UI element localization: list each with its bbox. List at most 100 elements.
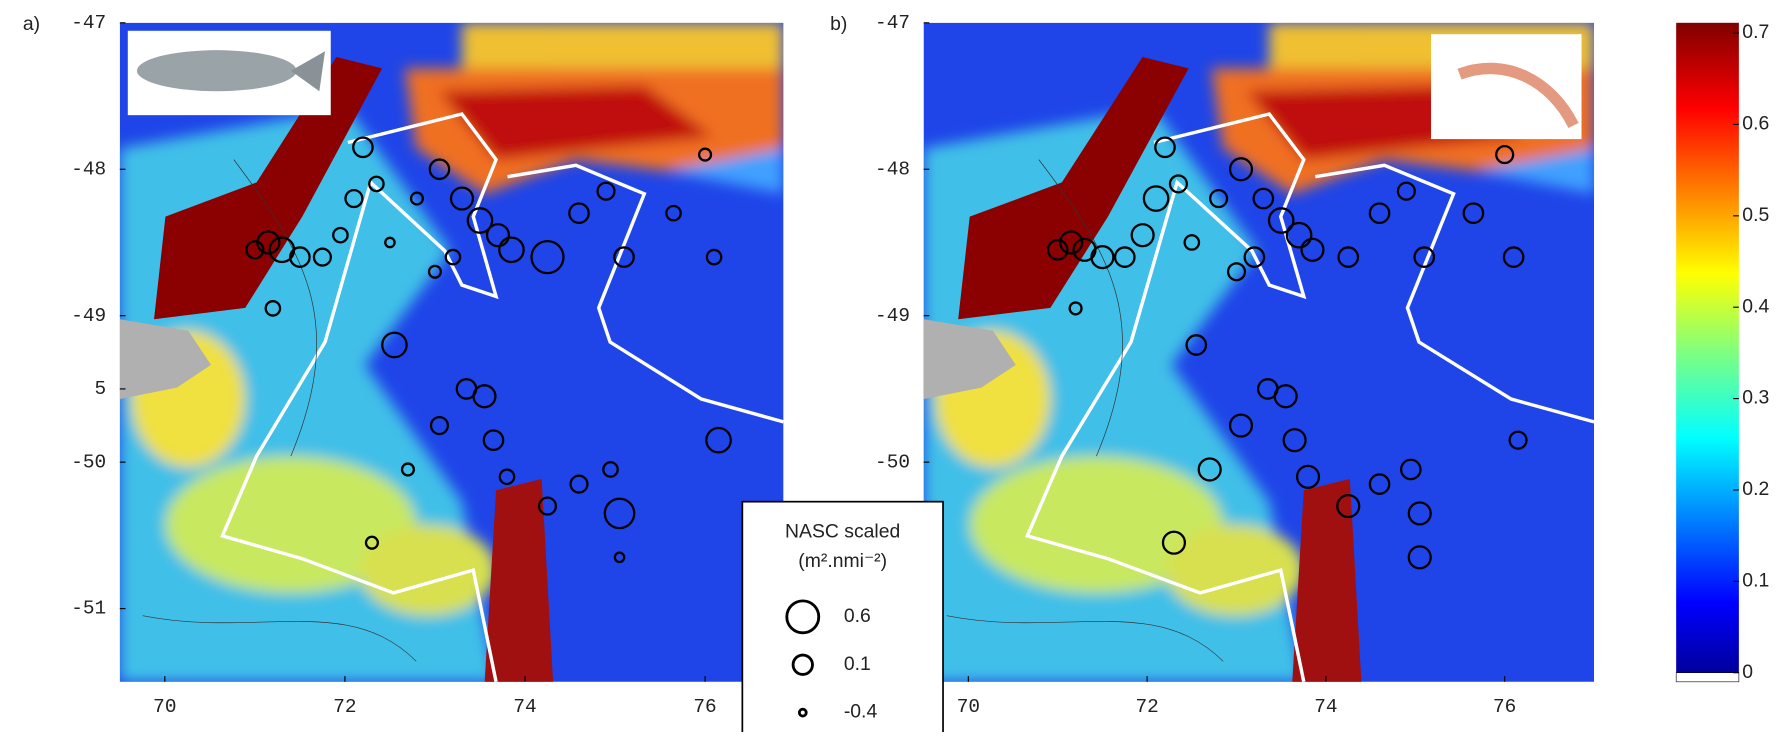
nasc-circle	[568, 202, 590, 225]
nasc-circle	[368, 175, 385, 193]
nasc-circle	[332, 226, 349, 244]
x-tick-label: 70	[153, 696, 176, 718]
y-tick-label: -50	[875, 451, 910, 473]
nasc-circle	[1267, 207, 1295, 234]
y-tick-label: -47	[875, 12, 910, 34]
y-tick-label: -47	[71, 12, 106, 34]
krill-body	[1457, 62, 1579, 129]
nasc-circle	[613, 551, 626, 564]
y-tick-label: -48	[71, 158, 106, 180]
nasc-circle	[1197, 457, 1222, 482]
nasc-circle	[596, 181, 616, 201]
y-tick-label: -49	[71, 305, 106, 327]
nasc-circle	[705, 426, 732, 454]
nasc-circle	[264, 300, 282, 317]
nasc-circle	[1226, 262, 1247, 282]
nasc-circle	[1142, 185, 1170, 212]
nasc-circle	[485, 223, 511, 248]
x-tick-label: 76	[1493, 696, 1516, 718]
nasc-circle	[444, 248, 462, 266]
panel-label: b)	[830, 13, 847, 35]
krill-image	[1431, 34, 1582, 140]
legend-label: 0.1	[844, 653, 871, 675]
colorbar-tick-label: 0.7	[1742, 21, 1769, 43]
x-tick-label: 74	[513, 696, 536, 718]
nasc-circle	[1183, 234, 1201, 251]
colorbar-tick-label: 0.2	[1742, 478, 1769, 500]
nasc-circle	[1228, 157, 1254, 182]
nasc-circle	[1495, 145, 1515, 165]
colorbar-tick-label: 0.1	[1742, 569, 1769, 591]
nasc-circle	[1285, 221, 1313, 249]
nasc-circle	[1295, 464, 1321, 489]
nasc-circle	[428, 158, 451, 181]
nasc-circle	[1368, 473, 1391, 495]
nasc-circle	[472, 384, 497, 409]
y-tick-label: 5	[94, 378, 106, 400]
x-tick-label: 74	[1314, 696, 1337, 718]
nasc-circle	[1130, 223, 1155, 248]
nasc-circle	[466, 207, 494, 234]
nasc-circle	[697, 147, 713, 162]
nasc-circle	[1337, 246, 1360, 268]
nasc-circle	[1209, 188, 1229, 209]
nasc-circle	[429, 415, 450, 436]
colorbar-tick-label: 0	[1742, 661, 1753, 683]
y-tick-label: -48	[875, 158, 910, 180]
nasc-circle	[1059, 230, 1084, 255]
nasc-circle	[400, 462, 416, 477]
nasc-circle	[1508, 430, 1528, 450]
nasc-circle	[1462, 202, 1485, 225]
colorbar-tick-label: 0.6	[1742, 113, 1769, 135]
colorbar-tick-label: 0.4	[1742, 295, 1769, 317]
nasc-circle	[665, 204, 682, 222]
nasc-circle	[1068, 301, 1083, 316]
nasc-circle	[352, 136, 374, 159]
nasc-circle	[1300, 237, 1325, 262]
legend-title: NASC scaled	[785, 521, 900, 543]
legend-box	[741, 500, 944, 737]
nasc-circle	[569, 474, 589, 494]
x-tick-label: 72	[333, 696, 356, 718]
nasc-circle	[1185, 334, 1208, 356]
nasc-circle	[1090, 245, 1115, 270]
legend-circle	[791, 653, 814, 676]
nasc-circle	[384, 236, 396, 249]
fish-tail	[290, 51, 326, 92]
nasc-circle	[1282, 428, 1307, 453]
nasc-circle	[312, 247, 332, 267]
nasc-circle	[602, 461, 619, 478]
nasc-circle	[1243, 246, 1266, 268]
nasc-circle	[1046, 238, 1069, 261]
legend-circle	[785, 599, 821, 635]
nasc-circle	[1502, 246, 1525, 268]
nasc-circle	[498, 468, 516, 486]
nasc-circle	[613, 246, 635, 268]
colorbar-tick-label: 0.3	[1742, 387, 1769, 409]
nasc-circle	[1368, 202, 1391, 225]
nasc-circle	[289, 246, 311, 268]
nasc-circle	[1154, 136, 1176, 159]
nasc-circle	[1413, 246, 1436, 268]
nasc-circle	[1336, 494, 1361, 519]
nasc-circle	[449, 186, 475, 211]
nasc-circle	[1273, 384, 1298, 409]
heatmap-a	[120, 23, 784, 682]
nasc-circle	[1407, 545, 1432, 570]
nasc-circle	[530, 240, 565, 275]
nasc-circle	[1113, 246, 1136, 268]
panel-label: a)	[23, 13, 40, 35]
nasc-circle	[364, 535, 379, 550]
x-tick-label: 72	[1135, 696, 1158, 718]
nasc-circle	[1228, 413, 1254, 438]
colorbar-nodata	[1675, 672, 1740, 683]
nasc-circle	[1168, 174, 1188, 194]
nasc-circle	[344, 188, 364, 209]
nasc-circle	[256, 230, 281, 255]
nasc-circle	[245, 240, 265, 260]
nasc-circle	[1252, 187, 1275, 210]
colorbar-tick-label: 0.5	[1742, 204, 1769, 226]
nasc-circle	[1399, 458, 1422, 481]
y-tick-label: -51	[71, 598, 106, 620]
